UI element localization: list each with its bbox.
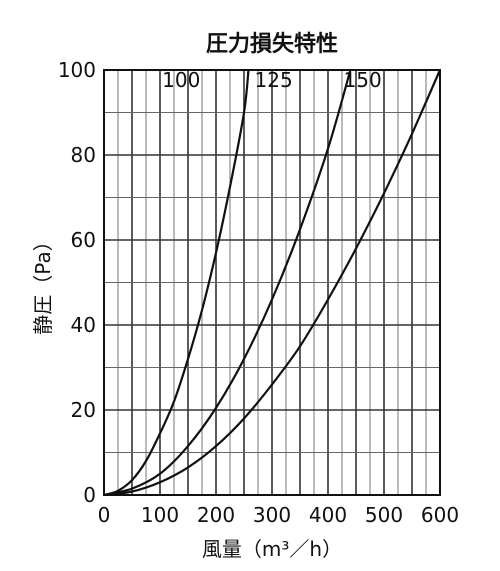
x-tick-label: 200 [197,503,235,527]
y-tick-label: 40 [71,313,96,337]
plot-frame [103,69,441,496]
curve-125 [103,69,352,497]
y-tick-labels: 0 20 40 60 80 100 [58,58,96,507]
curve-label-150: 150 [344,68,382,92]
y-tick-label: 0 [83,483,96,507]
x-tick-label: 500 [365,503,403,527]
y-tick-label: 80 [71,143,96,167]
y-tick-label: 60 [71,228,96,252]
curve-label-125: 125 [255,68,293,92]
curve-150 [103,69,442,497]
x-tick-label: 300 [253,503,291,527]
y-axis-label: 静圧（Pa） [31,231,55,334]
y-tick-label: 20 [71,398,96,422]
curves [103,69,442,497]
curve-labels: 100 125 150 [162,68,382,92]
x-tick-label: 100 [141,503,179,527]
chart-title: 圧力損失特性 [206,31,338,57]
grid [104,70,440,495]
x-axis-label: 風量（m³／h） [202,537,342,561]
x-tick-labels: 0 100 200 300 400 500 600 [98,503,459,527]
x-tick-label: 400 [309,503,347,527]
x-tick-label: 0 [98,503,111,527]
x-tick-label: 600 [421,503,459,527]
curve-100 [103,69,250,497]
y-tick-label: 100 [58,58,96,82]
curve-label-100: 100 [162,68,200,92]
